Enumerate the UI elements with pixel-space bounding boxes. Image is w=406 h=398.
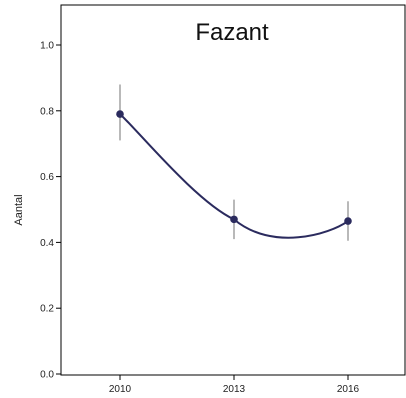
data-point [344,217,352,225]
y-tick-label: 0.8 [40,106,54,117]
x-axis: 2010 2013 2016 [109,375,360,395]
plot-frame [60,4,406,376]
x-tick-label: 2016 [337,384,360,395]
y-tick-label: 0.4 [40,238,54,249]
y-tick-label: 0.0 [40,370,54,381]
y-axis-label: Aantal [13,194,25,225]
x-tick-label: 2010 [109,384,132,395]
y-tick-label: 0.6 [40,172,54,183]
y-tick-label: 0.2 [40,304,54,315]
y-tick-label: 1.0 [40,41,54,52]
data-points [116,110,352,225]
chart-title: Fazant [195,19,269,46]
x-tick-label: 2013 [223,384,246,395]
data-point [116,110,124,118]
y-axis: 0.0 0.2 0.4 0.6 0.8 1.0 [40,41,61,381]
data-point [230,215,238,224]
